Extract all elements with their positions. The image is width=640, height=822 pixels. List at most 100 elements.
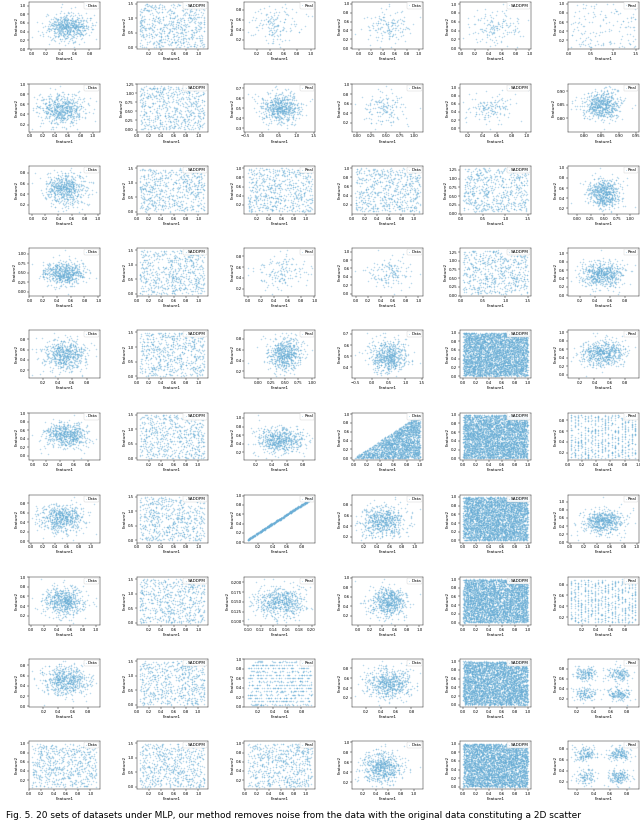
Point bbox=[509, 418, 519, 432]
Point bbox=[603, 436, 613, 450]
Point bbox=[356, 202, 366, 215]
Point bbox=[189, 595, 200, 608]
Point bbox=[61, 416, 72, 429]
Point bbox=[65, 355, 76, 368]
Point bbox=[594, 267, 604, 280]
Point bbox=[609, 344, 619, 358]
Point bbox=[489, 450, 499, 464]
Point bbox=[578, 665, 588, 678]
Point bbox=[593, 187, 604, 200]
Point bbox=[518, 660, 528, 673]
Point bbox=[511, 595, 521, 608]
Point bbox=[194, 176, 204, 189]
Point bbox=[502, 673, 513, 686]
Point bbox=[147, 87, 157, 100]
Point bbox=[277, 104, 287, 118]
Point bbox=[502, 586, 512, 599]
Point bbox=[371, 351, 381, 364]
Point bbox=[510, 610, 520, 623]
Point bbox=[191, 182, 202, 196]
Point bbox=[473, 615, 483, 628]
Point bbox=[589, 108, 599, 121]
Point bbox=[510, 433, 520, 446]
Point bbox=[486, 593, 497, 607]
Point bbox=[480, 432, 490, 445]
Point bbox=[498, 197, 508, 210]
Point bbox=[265, 172, 275, 185]
Point bbox=[472, 778, 482, 791]
Point bbox=[481, 414, 491, 427]
Point bbox=[461, 367, 472, 380]
Point bbox=[522, 740, 532, 753]
Point bbox=[256, 524, 266, 538]
Point bbox=[198, 85, 208, 99]
Point bbox=[164, 659, 174, 672]
Point bbox=[462, 432, 472, 445]
Point bbox=[506, 441, 516, 455]
Point bbox=[513, 423, 523, 436]
Point bbox=[602, 517, 612, 530]
Point bbox=[507, 423, 517, 436]
Point bbox=[590, 667, 600, 681]
Point bbox=[510, 575, 520, 588]
Point bbox=[472, 747, 483, 760]
Point bbox=[51, 430, 61, 443]
Point bbox=[406, 423, 416, 436]
Point bbox=[512, 741, 522, 754]
Point bbox=[157, 364, 168, 377]
Point bbox=[56, 19, 66, 32]
Point bbox=[479, 741, 490, 754]
Point bbox=[501, 329, 511, 342]
Point bbox=[192, 750, 202, 763]
Point bbox=[492, 744, 502, 757]
Point bbox=[509, 409, 520, 423]
Point bbox=[608, 689, 618, 702]
Point bbox=[413, 431, 424, 444]
Point bbox=[81, 752, 92, 765]
Point bbox=[522, 679, 532, 692]
Point bbox=[270, 2, 280, 16]
Point bbox=[474, 358, 484, 372]
Point bbox=[382, 347, 392, 360]
Point bbox=[465, 368, 475, 381]
Point bbox=[602, 339, 612, 352]
Point bbox=[514, 429, 524, 442]
Point bbox=[141, 356, 151, 369]
Point bbox=[479, 741, 489, 754]
Point bbox=[480, 415, 490, 428]
Point bbox=[600, 191, 610, 204]
Point bbox=[583, 410, 593, 423]
Point bbox=[266, 608, 276, 621]
Point bbox=[374, 523, 385, 536]
Point bbox=[478, 589, 488, 603]
Point bbox=[408, 433, 419, 446]
Point bbox=[476, 615, 486, 628]
Point bbox=[384, 510, 394, 524]
Point bbox=[367, 764, 378, 777]
Point bbox=[522, 610, 532, 623]
Point bbox=[500, 777, 511, 790]
Point bbox=[278, 203, 289, 216]
Point bbox=[479, 187, 489, 200]
Point bbox=[493, 496, 504, 509]
Point bbox=[46, 122, 56, 135]
Point bbox=[460, 683, 470, 696]
Point bbox=[476, 684, 486, 697]
Point bbox=[58, 267, 68, 280]
Point bbox=[473, 608, 483, 621]
Point bbox=[609, 516, 619, 529]
Point bbox=[495, 527, 506, 540]
Point bbox=[472, 766, 482, 779]
Point bbox=[383, 510, 394, 524]
Point bbox=[371, 686, 381, 700]
Point bbox=[188, 12, 198, 25]
Point bbox=[617, 585, 627, 598]
Point bbox=[283, 348, 293, 361]
Point bbox=[486, 270, 497, 284]
Point bbox=[377, 686, 387, 700]
Point bbox=[469, 584, 479, 598]
Point bbox=[69, 668, 79, 681]
Point bbox=[495, 353, 505, 367]
Point bbox=[609, 265, 620, 278]
Point bbox=[472, 741, 483, 754]
